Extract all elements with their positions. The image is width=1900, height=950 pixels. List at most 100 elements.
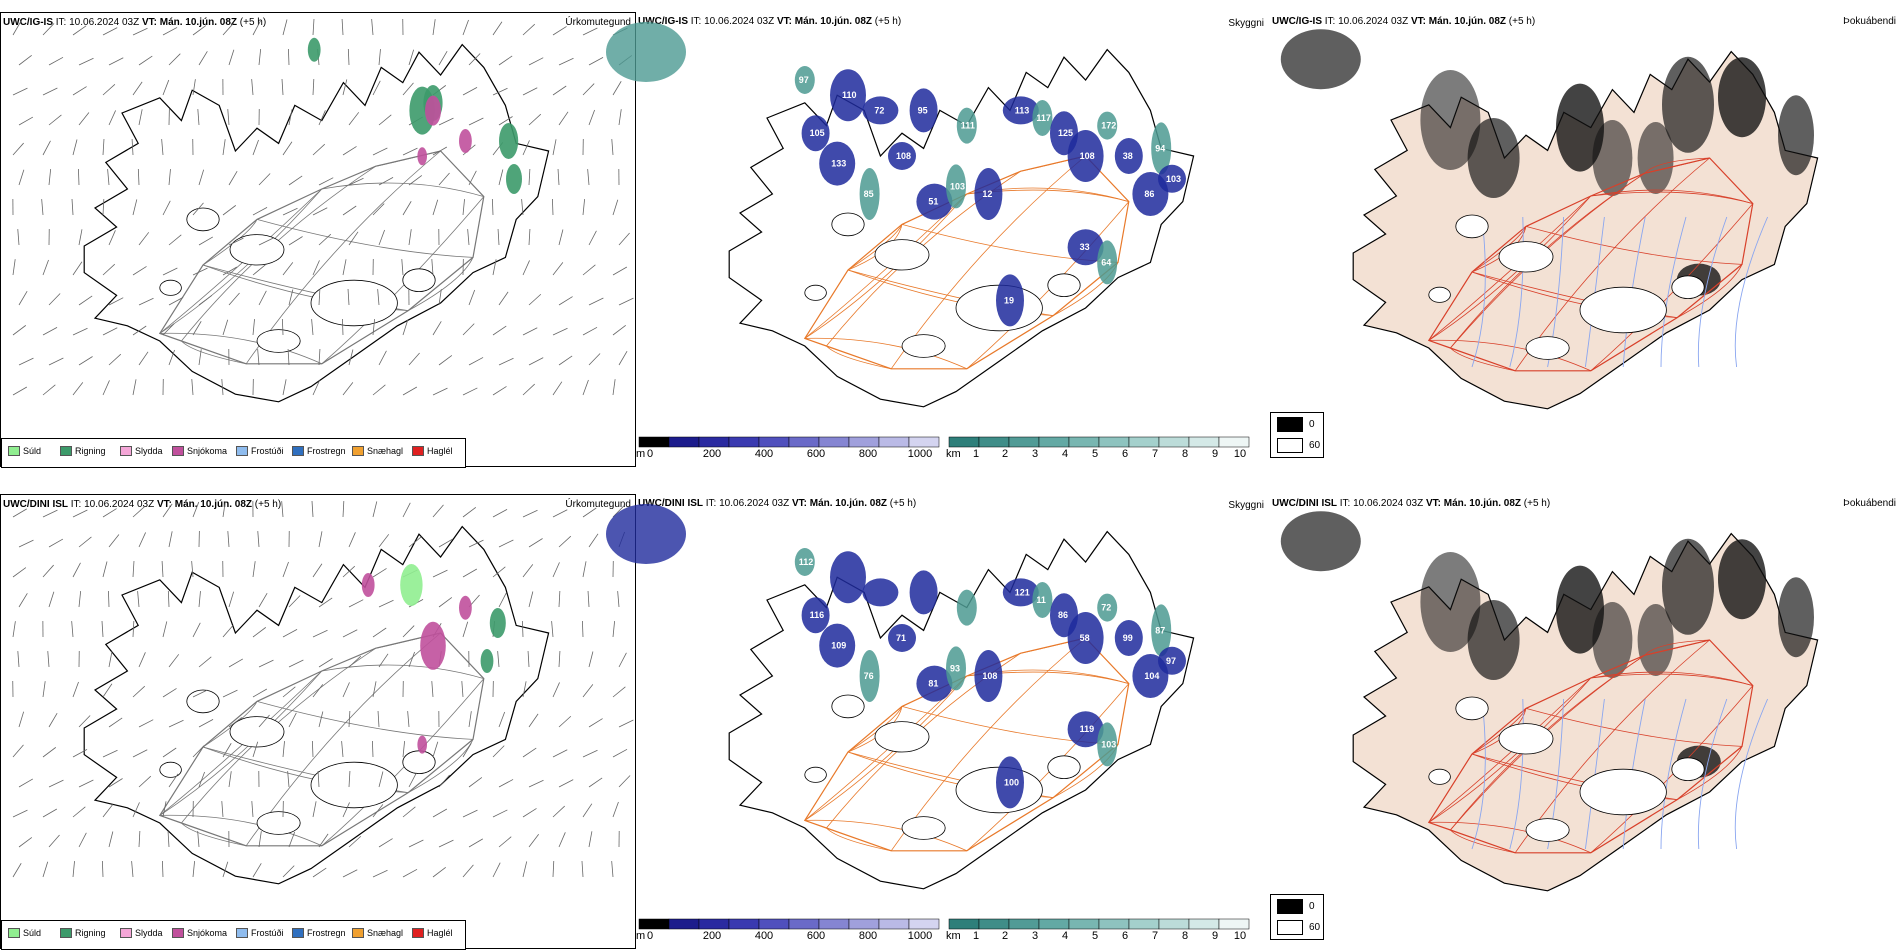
wind-barb (71, 199, 74, 216)
wind-barb (582, 379, 589, 396)
wind-barb (102, 380, 110, 396)
precip-blob (307, 37, 321, 62)
cloud-patch (974, 650, 1003, 702)
wind-barb (312, 380, 320, 396)
glacier-outline (1579, 286, 1667, 334)
wind-barb (132, 379, 137, 396)
wind-barb (48, 293, 61, 306)
wind-barb (468, 357, 484, 366)
wind-barb (251, 79, 254, 96)
wind-barb (288, 712, 297, 728)
legend-swatch (352, 928, 364, 938)
fog-patch (1718, 539, 1766, 620)
wind-barb (198, 771, 205, 788)
glacier-outline (874, 239, 930, 271)
colorbar-segment (1158, 918, 1190, 930)
glacier-outline (1671, 757, 1705, 782)
wind-barb (258, 290, 267, 306)
wind-barb (558, 832, 566, 848)
wind-barb (377, 711, 380, 728)
wind-barb (48, 713, 58, 728)
precip-blob (499, 123, 519, 159)
wind-barb (318, 833, 329, 848)
cloud-base-label: 105 (810, 128, 825, 138)
road-line (1450, 347, 1516, 372)
wind-barb (408, 651, 415, 668)
wind-barb (282, 561, 289, 578)
wind-barb (102, 508, 117, 518)
cloud-base-label: 11 (1036, 595, 1046, 605)
wind-barb (438, 117, 454, 126)
wind-barb (132, 802, 140, 818)
precip-type-panel-top: UWC/IG-IS IT: 10.06.2024 03Z VT: Mán. 10… (0, 12, 636, 468)
colorbar-segment (788, 436, 820, 448)
wind-barb (618, 109, 622, 126)
cloud-base-label: 111 (961, 121, 975, 131)
cloud-patch (956, 589, 977, 626)
cloud-base-label: 97 (1166, 656, 1176, 666)
glacier-outline (256, 811, 301, 835)
wind-barb (612, 621, 615, 638)
wind-barb (552, 682, 560, 698)
wind-barb (258, 714, 270, 728)
wind-barb (198, 51, 208, 66)
wind-barb (42, 327, 58, 336)
cloud-base-label: 108 (896, 151, 911, 161)
wind-barb (47, 651, 50, 668)
wind-barb (198, 719, 214, 728)
road-line (826, 345, 892, 370)
glacier-outline (1455, 214, 1489, 239)
wind-barb (18, 291, 28, 306)
road-line (1644, 639, 1710, 656)
cloud-patch (1097, 593, 1118, 622)
wind-barb (342, 382, 354, 396)
river-line (1660, 698, 1687, 850)
cloud-base-label: 64 (1101, 257, 1111, 267)
wind-barb (228, 49, 235, 66)
wind-barb (42, 384, 56, 396)
wind-barb (101, 860, 104, 878)
wind-barb (552, 262, 564, 276)
wind-barb (377, 289, 380, 306)
wind-barb (311, 501, 314, 518)
wind-barb (402, 868, 418, 878)
wind-barb (191, 561, 194, 578)
wind-barb (72, 382, 84, 396)
cloud-patch (1002, 96, 1039, 125)
wind-barb (252, 139, 259, 156)
wind-barb (378, 838, 393, 848)
cloud-patch (1067, 130, 1104, 182)
wind-barb (342, 501, 345, 518)
cloud-patch (606, 22, 686, 82)
wind-barb (468, 170, 477, 186)
cloud-base-label: 117 (1036, 113, 1051, 123)
wind-barb (342, 629, 358, 638)
cloud-base-label: 97 (799, 75, 809, 85)
wind-barb (408, 839, 424, 848)
colorbar-segment (728, 436, 760, 448)
iceland-coastline (83, 43, 550, 403)
wind-barb (582, 561, 587, 578)
wind-barb (48, 169, 52, 186)
wind-barb (462, 323, 475, 336)
cloud-base-label: 103 (950, 181, 965, 191)
iceland-map-fog-index (1280, 511, 1819, 892)
wind-barb (132, 27, 148, 36)
wind-barb (252, 20, 261, 36)
wind-barb (168, 719, 184, 728)
wind-barb (408, 772, 417, 788)
wind-barb (588, 353, 601, 366)
wind-barb (257, 531, 260, 548)
fog-shading (1280, 511, 1814, 810)
wind-barb (108, 651, 113, 668)
precip-blob (425, 95, 441, 126)
wind-barb (432, 387, 448, 396)
colorbar-segment (1008, 436, 1040, 448)
iceland-map-cloud-base: 97 105 133 85 108 51 103 12 113 117 125 108 172 38 86 9… (606, 22, 1195, 408)
wind-barb (42, 808, 58, 818)
cloud-patch (956, 107, 977, 144)
cloud-patch (996, 756, 1024, 809)
wind-barb (431, 259, 434, 276)
wind-barb (18, 357, 34, 366)
cloud-patch (1067, 229, 1104, 266)
